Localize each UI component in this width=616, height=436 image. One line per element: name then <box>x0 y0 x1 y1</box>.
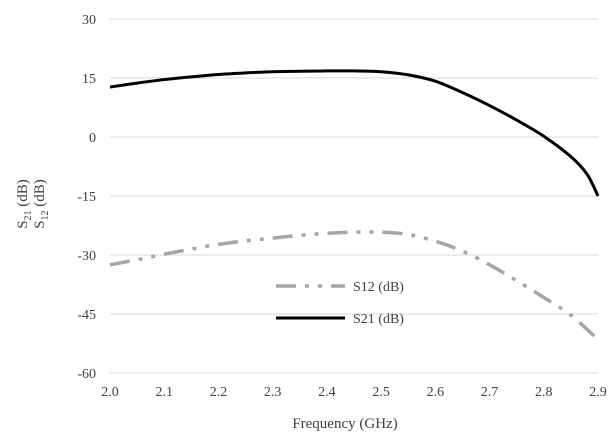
y-axis-title: S21 (dB) S12 (dB) <box>15 179 51 229</box>
x-tick-label: 2.4 <box>318 385 336 400</box>
x-tick-label: 2.5 <box>372 385 390 400</box>
x-tick-label: 2.7 <box>481 385 499 400</box>
y-tick-label: -45 <box>77 308 96 323</box>
legend-label-s12: S12 (dB) <box>353 280 404 295</box>
x-tick-label: 2.8 <box>535 385 553 400</box>
y-tick-label: -60 <box>77 367 96 382</box>
y-tick-labels: 30 15 0 -15 -30 -45 -60 <box>77 13 96 382</box>
x-tick-label: 2.2 <box>210 385 228 400</box>
y-tick-label: -30 <box>77 249 96 264</box>
x-tick-label: 2.3 <box>264 385 282 400</box>
x-tick-labels: 2.0 2.1 2.2 2.3 2.4 2.5 2.6 2.7 2.8 2.9 <box>101 385 607 400</box>
legend: S12 (dB) S21 (dB) <box>276 280 404 327</box>
y-tick-label: -15 <box>77 190 96 205</box>
x-tick-label: 2.9 <box>589 385 607 400</box>
y-tick-label: 0 <box>89 131 96 146</box>
x-tick-label: 2.1 <box>155 385 173 400</box>
legend-label-s21: S21 (dB) <box>353 312 404 327</box>
x-tick-label: 2.0 <box>101 385 119 400</box>
series-lines <box>109 69 600 341</box>
x-tick-label: 2.6 <box>427 385 445 400</box>
series-line-s21 <box>109 69 600 197</box>
y-axis-title-line2: S12 (dB) <box>32 179 51 229</box>
x-axis-title: Frequency (GHz) <box>292 416 397 432</box>
y-tick-label: 15 <box>82 72 96 87</box>
y-axis-title-line1: S21 (dB) <box>15 179 34 229</box>
y-tick-label: 30 <box>82 13 96 28</box>
